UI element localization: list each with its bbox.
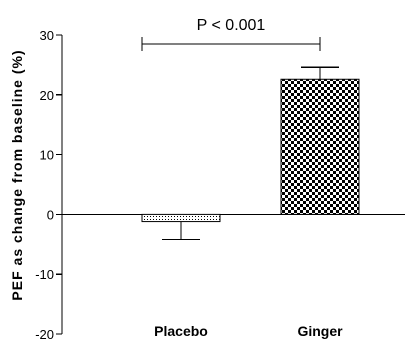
y-tick-label: 30	[40, 28, 54, 43]
y-tick-label: 20	[40, 88, 54, 103]
y-axis: -20 -10 0 10 20 30	[35, 28, 63, 342]
bar-placebo	[141, 213, 221, 223]
category-labels: Placebo Ginger	[154, 323, 343, 339]
error-bars	[162, 66, 339, 241]
bar-ginger	[280, 78, 360, 215]
y-tick-label: 0	[47, 207, 54, 222]
p-value-label: P < 0.001	[197, 17, 266, 34]
y-tick-label: 10	[40, 148, 54, 163]
y-tick-label: -10	[35, 267, 54, 282]
y-tick-label: -20	[35, 327, 54, 342]
significance-annotation: P < 0.001	[141, 17, 321, 51]
bars	[141, 78, 360, 223]
category-label-ginger: Ginger	[297, 323, 343, 339]
y-ticks: -20 -10 0 10 20 30	[35, 28, 62, 342]
y-axis-label: PEF as change from baseline (%)	[9, 49, 25, 300]
category-label-placebo: Placebo	[154, 323, 208, 339]
